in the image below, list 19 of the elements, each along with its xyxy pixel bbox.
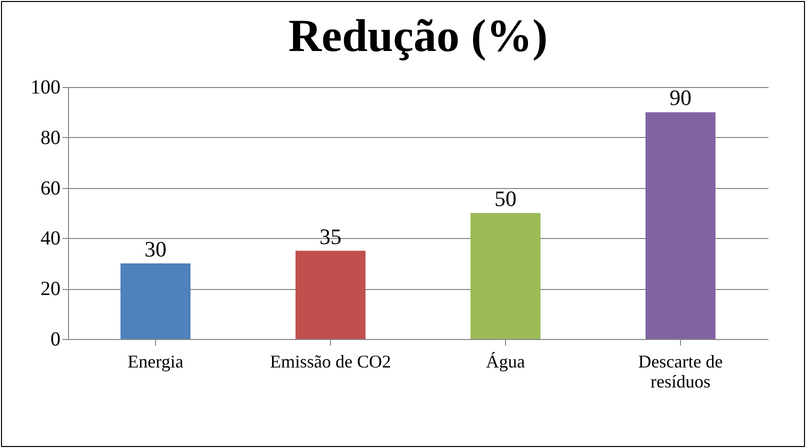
y-tick-label: 40 — [40, 228, 60, 250]
y-tick-label: 0 — [50, 328, 60, 350]
bar — [646, 112, 716, 339]
data-label: 90 — [670, 85, 692, 110]
y-tick-label: 80 — [40, 126, 60, 149]
x-tick-label: Energia — [128, 352, 184, 372]
bar — [470, 213, 540, 339]
y-tick-label: 100 — [30, 76, 60, 98]
chart-title: Redução (%) — [288, 10, 548, 61]
x-tick-label: Emissão de CO2 — [270, 352, 391, 372]
data-label: 30 — [144, 236, 166, 262]
y-tick-label: 20 — [40, 278, 60, 300]
y-tick-label: 60 — [40, 177, 60, 200]
x-tick-label: Descarte de resíduos — [638, 352, 723, 392]
data-label: 35 — [320, 224, 342, 249]
bar — [296, 250, 366, 339]
data-label: 50 — [494, 186, 516, 211]
bar — [120, 263, 190, 339]
x-tick-label: Água — [486, 352, 525, 372]
